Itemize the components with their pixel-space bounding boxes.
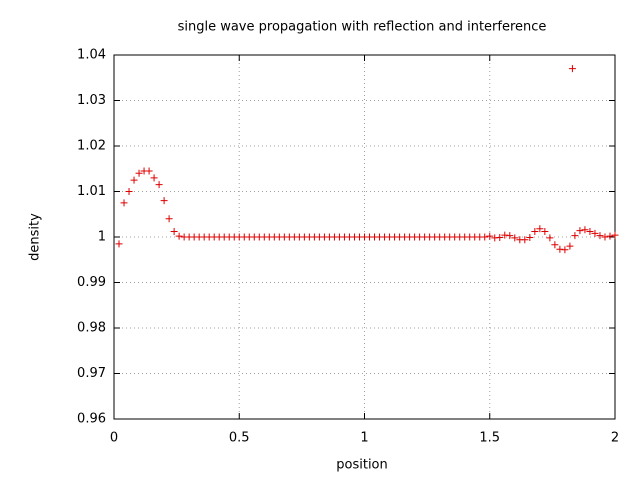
point xyxy=(165,215,173,223)
y-tick-label: 1.04 xyxy=(77,48,106,63)
point xyxy=(135,169,143,177)
point xyxy=(125,188,133,195)
point xyxy=(486,232,494,240)
point xyxy=(155,181,163,189)
y-tick-label: 1.03 xyxy=(77,93,106,108)
point xyxy=(150,174,158,182)
x-tick-label: 1.5 xyxy=(479,431,500,446)
point xyxy=(536,225,544,233)
point xyxy=(586,228,594,236)
point xyxy=(551,241,559,249)
point xyxy=(576,227,584,235)
y-tick-label: 0.96 xyxy=(77,412,106,427)
point xyxy=(566,242,574,250)
y-tick-label: 0.97 xyxy=(77,366,106,381)
point xyxy=(170,228,178,236)
point xyxy=(568,65,576,73)
y-tick-label: 1.01 xyxy=(77,184,106,199)
point xyxy=(611,231,619,239)
y-tick-label: 1.02 xyxy=(77,139,106,154)
x-tick-label: 0.5 xyxy=(229,431,250,446)
y-tick-label: 1 xyxy=(98,230,106,245)
point xyxy=(120,199,128,207)
point xyxy=(546,234,554,242)
point xyxy=(531,228,539,236)
point xyxy=(526,233,534,241)
point xyxy=(606,232,614,240)
point xyxy=(496,233,504,241)
y-axis-label: density xyxy=(28,213,43,261)
point xyxy=(115,240,123,248)
point xyxy=(571,232,579,240)
point xyxy=(601,233,609,241)
point xyxy=(145,167,153,175)
point xyxy=(521,236,529,244)
point xyxy=(175,232,183,240)
x-tick-label: 2 xyxy=(611,431,619,446)
x-axis-label: position xyxy=(336,458,388,473)
point xyxy=(561,246,569,254)
chart-title: single wave propagation with reflection … xyxy=(178,20,547,35)
x-tick-label: 0 xyxy=(110,431,118,446)
point xyxy=(581,226,589,234)
point xyxy=(541,228,549,236)
point xyxy=(591,229,599,237)
point xyxy=(481,233,489,241)
point xyxy=(596,232,604,240)
y-tick-label: 0.99 xyxy=(77,275,106,290)
point xyxy=(130,176,138,184)
x-tick-label: 1 xyxy=(360,431,368,446)
y-tick-label: 0.98 xyxy=(77,321,106,336)
point xyxy=(160,197,168,205)
point xyxy=(506,232,514,240)
point xyxy=(511,234,519,242)
